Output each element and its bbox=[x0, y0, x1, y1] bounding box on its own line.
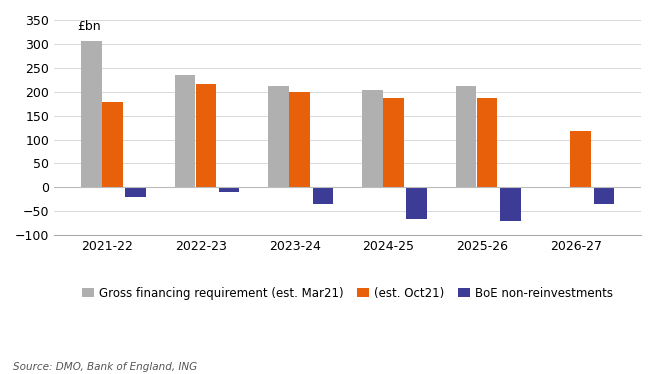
Bar bbox=[477, 98, 497, 187]
Bar bbox=[313, 187, 333, 204]
Bar bbox=[362, 90, 382, 187]
Bar bbox=[570, 131, 591, 187]
Bar bbox=[456, 86, 476, 187]
Text: £bn: £bn bbox=[77, 20, 101, 33]
Bar bbox=[383, 98, 404, 187]
Bar bbox=[102, 102, 123, 187]
Bar bbox=[175, 75, 195, 187]
Bar bbox=[268, 86, 289, 187]
Bar bbox=[406, 187, 427, 218]
Bar bbox=[125, 187, 146, 197]
Bar bbox=[290, 92, 310, 187]
Bar bbox=[594, 187, 614, 204]
Text: Source: DMO, Bank of England, ING: Source: DMO, Bank of England, ING bbox=[13, 362, 197, 372]
Legend: Gross financing requirement (est. Mar21), (est. Oct21), BoE non-reinvestments: Gross financing requirement (est. Mar21)… bbox=[82, 287, 613, 300]
Bar bbox=[196, 85, 216, 187]
Bar bbox=[219, 187, 240, 192]
Bar bbox=[500, 187, 521, 221]
Bar bbox=[81, 42, 102, 187]
